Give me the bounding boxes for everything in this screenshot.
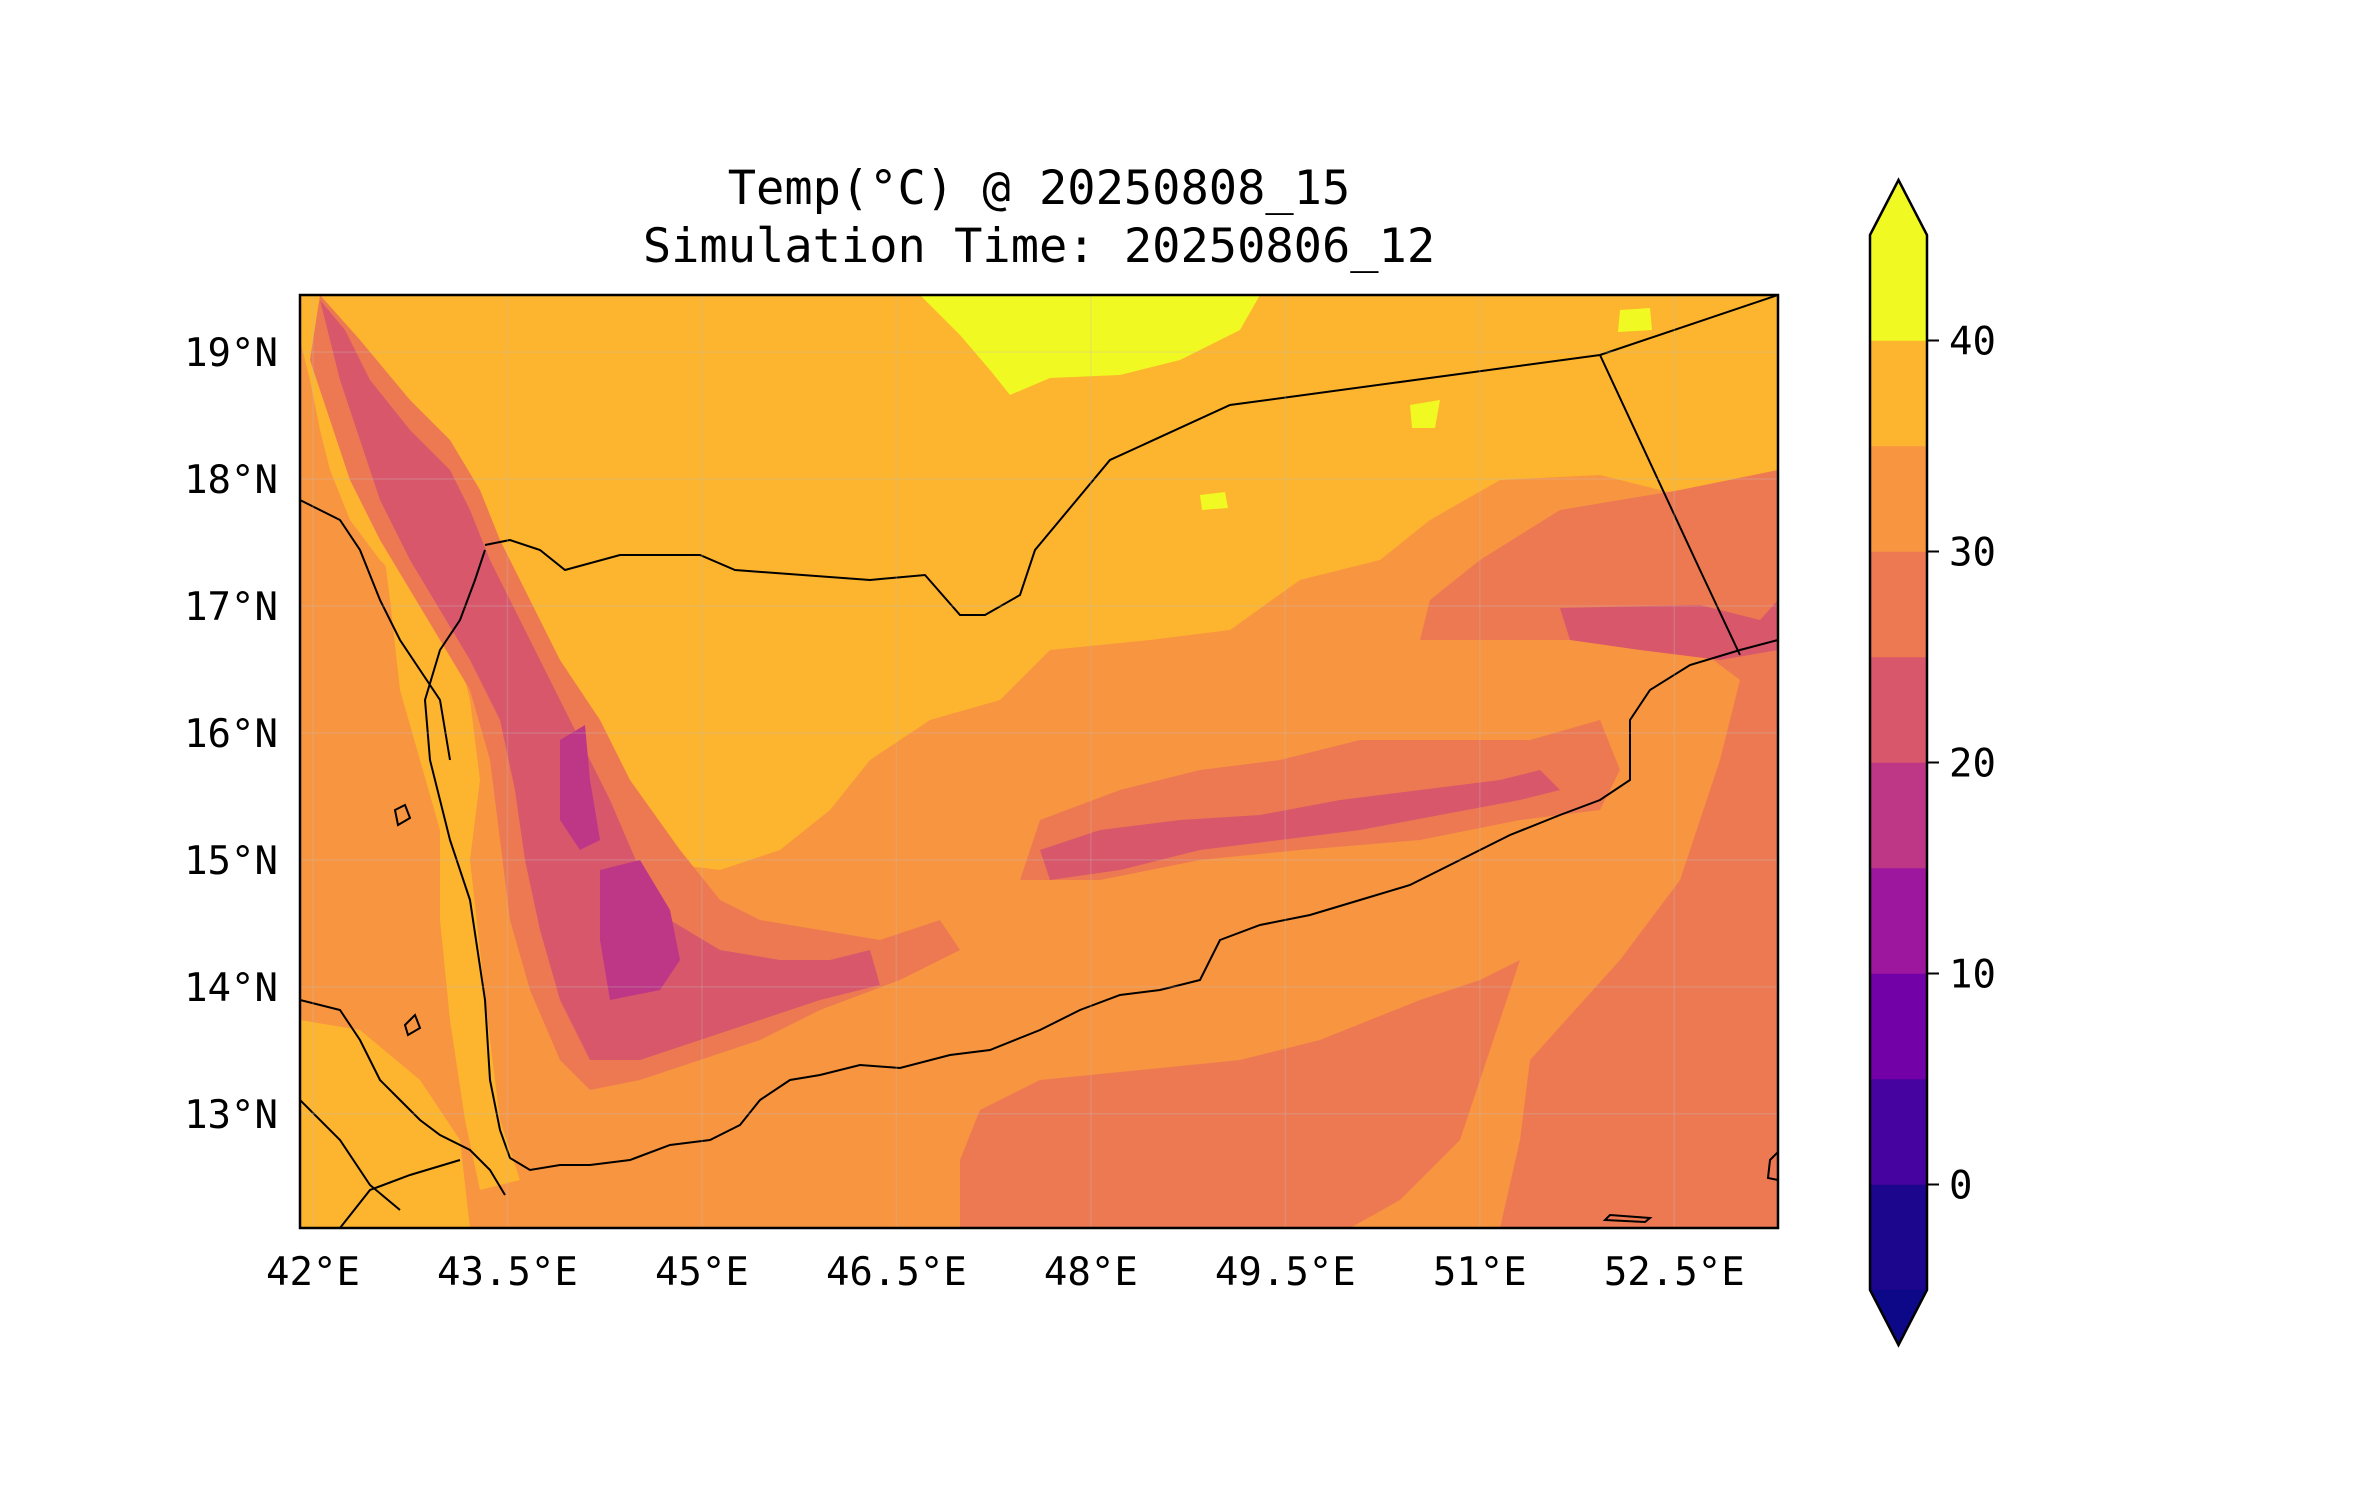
eritrea-djibouti-coast [300,999,506,1196]
title-line-1: Temp(°C) @ 20250808_15 [727,161,1351,216]
eritrea-ethiopia-border [300,1099,401,1211]
colorbar-tick-label: 0 [1949,1164,1972,1209]
colorbar-tick-label: 40 [1949,320,1996,365]
lon-tick-label: 42°E [266,1250,360,1295]
colorbar-segment [1869,1184,1928,1291]
band-40-45-spot3 [1200,492,1228,510]
lat-tick-labels: 19°N 18°N 17°N 16°N 15°N 14°N 13°N [184,331,278,1138]
colorbar-segment [1869,551,1928,658]
band-35-40-djibouti [300,1020,470,1228]
saudi-border [484,295,1778,616]
yemen-south-coast [423,549,1778,1172]
lon-tick-label: 52.5°E [1604,1250,1745,1295]
band-35-40-tihama [380,520,520,1190]
red-sea-west-coast [300,499,451,761]
island-4 [1766,1150,1778,1182]
colorbar-extend-max [1870,180,1927,235]
colorbar-tick-labels: 0 10 20 30 40 [1927,320,1996,1209]
lat-tick-label: 17°N [184,585,278,630]
island-1 [403,1013,422,1037]
band-25-30-highlands [310,295,960,1090]
colorbar-segment [1869,340,1928,447]
gridlines [300,295,1778,1228]
temperature-field [300,295,1778,1228]
band-25-30-sea [960,470,1778,1228]
colorbar-segment [1869,656,1928,763]
colorbar-segment [1869,1078,1928,1185]
lon-tick-label: 51°E [1433,1250,1527,1295]
lat-tick-label: 13°N [184,1093,278,1138]
colorbar-segment [1869,867,1928,974]
lon-tick-label: 46.5°E [826,1250,967,1295]
band-35-40-desert [300,295,1778,870]
lat-tick-label: 15°N [184,839,278,884]
map-frame [298,293,1780,1230]
band-15-20-spot1 [560,725,600,850]
band-15-20-spot2 [600,860,680,1000]
colorbar-tick-label: 20 [1949,742,1996,787]
colorbar-segment [1869,445,1928,552]
lon-tick-label: 43.5°E [437,1250,578,1295]
oman-border [1599,354,1741,656]
colorbar-tick-label: 10 [1949,953,1996,998]
colorbar-tick-label: 30 [1949,531,1996,576]
colorbar-segment [1869,762,1928,869]
colorbar-extend-min [1870,1290,1927,1345]
band-40-45-spot1 [1410,400,1440,428]
colorbar [1868,177,1929,1348]
band-40-45-spot2 [1618,308,1652,332]
chart-title: Temp(°C) @ 20250808_15 Simulation Time: … [300,160,1778,276]
djibouti-border [339,1159,461,1228]
lat-tick-label: 14°N [184,966,278,1011]
band-40-45-north [920,295,1260,395]
band-20-25-valley [1040,770,1560,880]
lon-tick-label: 48°E [1044,1250,1138,1295]
colorbar-outline [1868,177,1929,1348]
title-line-2: Simulation Time: 20250806_12 [642,219,1436,274]
island-3 [1602,1213,1653,1224]
lon-tick-label: 49.5°E [1215,1250,1356,1295]
borders-and-coastlines [300,295,1778,1228]
island-2 [393,803,412,827]
lon-tick-labels: 42°E 43.5°E 45°E 46.5°E 48°E 49.5°E 51°E 52.5°E [266,1250,1745,1295]
lat-tick-label: 18°N [184,458,278,503]
colorbar-segment [1869,234,1928,341]
lon-tick-label: 45°E [655,1250,749,1295]
lat-tick-label: 19°N [184,331,278,376]
band-20-25-east [1560,600,1778,660]
band-20-25-highlands [320,300,880,1060]
colorbar-segment [1869,973,1928,1080]
lat-tick-label: 16°N [184,712,278,757]
